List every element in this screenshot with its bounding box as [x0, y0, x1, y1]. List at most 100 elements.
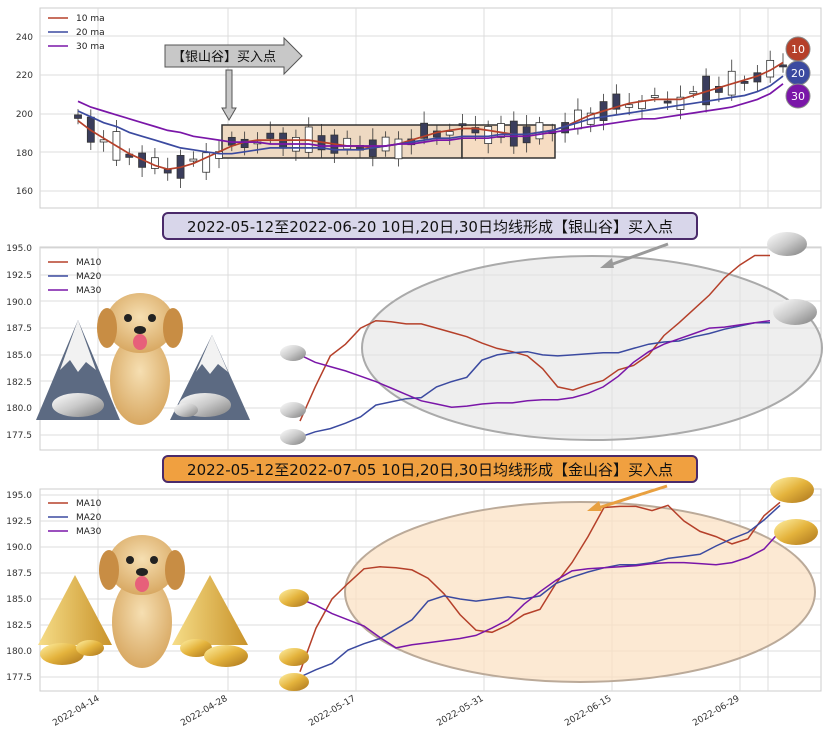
- silver-ingot-small: [174, 403, 198, 417]
- x-tick: 2022-05-31: [435, 694, 485, 729]
- dog-head: [106, 293, 174, 353]
- candle-body: [266, 132, 275, 139]
- candle-body: [535, 122, 544, 140]
- gold-ingot-right-small: [180, 639, 212, 657]
- ma-line-MA20: [299, 322, 770, 438]
- ma-line-MA10: [299, 254, 770, 422]
- panel-gold-valley: 177.5 180.0 182.5 185.0 187.5 190.0 192.…: [6, 477, 822, 692]
- y-tick: 192.5: [6, 271, 32, 281]
- dog-eye-left: [126, 556, 134, 564]
- ma-line-MA30: [299, 530, 781, 649]
- badge-30: [785, 83, 811, 109]
- y-tick: 200: [16, 110, 33, 120]
- dog-eye-right: [148, 314, 156, 322]
- down-arrow: [221, 69, 237, 121]
- legend-label-ma20: MA20: [76, 513, 102, 523]
- y-tick: 180: [16, 149, 33, 159]
- y-tick: 187.5: [6, 324, 32, 334]
- x-tick: 2022-05-17: [307, 694, 357, 729]
- y-tick: 240: [16, 33, 33, 43]
- annotation-label: 【银山谷】买入点: [172, 50, 276, 65]
- panel1-frame: [39, 7, 822, 209]
- gold-ingot-marker: [279, 589, 309, 607]
- panel1-ma-lines: [77, 61, 784, 171]
- y-tick: 187.5: [6, 569, 32, 579]
- gold-ingot-large: [770, 477, 814, 503]
- panel-candlestick: 160 180 200 220 240 10 ma 20 ma 30 ma 【银…: [16, 7, 822, 209]
- x-tick: 2022-06-29: [691, 694, 742, 729]
- gold-ingot-marker: [279, 648, 309, 666]
- mountain-right-snow: [196, 335, 228, 374]
- gold-pointer-arrow-head: [587, 501, 602, 511]
- legend-label-ma30: MA30: [76, 286, 102, 296]
- candle-body: [394, 138, 403, 160]
- dog-nose: [136, 568, 148, 576]
- y-tick: 182.5: [6, 621, 32, 631]
- legend-label-ma20: MA20: [76, 272, 102, 282]
- banner2-text: 2022-05-12至2022-07-05 10日,20日,30日均线形成【金山…: [187, 461, 673, 479]
- legend-label-10: 10 ma: [76, 14, 105, 24]
- candle-body: [612, 93, 621, 110]
- gold-ingot-left: [40, 643, 84, 665]
- silver-ingot-marker: [280, 429, 306, 445]
- y-tick: 185.0: [6, 351, 32, 361]
- silver-ingot-large: [773, 299, 817, 325]
- candle-body: [779, 64, 787, 68]
- candle-body: [471, 127, 480, 134]
- dog-ear-left: [99, 550, 119, 590]
- silver-pointer-arrow: [609, 242, 669, 267]
- ma-line-MA10: [299, 501, 781, 673]
- annotation-arrow-shape: [164, 36, 303, 76]
- panel1-y-ticks: 160 180 200 220 240: [16, 33, 33, 197]
- badge-30-label: 30: [791, 90, 805, 103]
- x-tick: 2022-04-14: [51, 694, 102, 729]
- gold-ingot-large: [774, 519, 818, 545]
- y-tick: 182.5: [6, 378, 32, 388]
- candle-body: [189, 158, 198, 162]
- silver-ingot-marker: [280, 345, 306, 361]
- y-tick: 192.5: [6, 517, 32, 527]
- badge-10-label: 10: [791, 43, 805, 56]
- ma-line-20-ma: [77, 75, 784, 155]
- panel2-legend: MA10 MA20 MA30: [48, 258, 102, 296]
- ma-line-MA30: [299, 319, 771, 408]
- panel2-y-ticks: 177.5 180.0 182.5 185.0 187.5 190.0 192.…: [6, 244, 32, 441]
- y-tick: 160: [16, 187, 33, 197]
- y-tick: 180.0: [6, 647, 32, 657]
- candle-body: [445, 131, 454, 136]
- x-axis-ticks: 2022-04-14 2022-04-28 2022-05-17 2022-05…: [51, 694, 742, 729]
- y-tick: 185.0: [6, 595, 32, 605]
- candle-body: [458, 123, 467, 127]
- silver-ingot-large: [767, 232, 807, 256]
- gold-ingot-marker: [279, 673, 309, 691]
- panel3-y-ticks: 177.5 180.0 182.5 185.0 187.5 190.0 192.…: [6, 491, 32, 683]
- candle-body: [74, 114, 82, 119]
- y-tick: 177.5: [6, 431, 32, 441]
- gold-valley-ellipse: [344, 501, 816, 683]
- dog-ear-left: [97, 308, 117, 348]
- dog-head: [108, 535, 176, 595]
- legend-label-ma10: MA10: [76, 258, 102, 268]
- y-tick: 180.0: [6, 404, 32, 414]
- panel1-legend: 10 ma 20 ma 30 ma: [48, 14, 105, 52]
- dog-silver-mountain-illustration: [36, 293, 250, 425]
- ma-badges: 10 20 30: [785, 36, 811, 109]
- y-tick: 190.0: [6, 543, 32, 553]
- y-tick: 220: [16, 71, 33, 81]
- dog-tongue: [135, 576, 149, 592]
- x-tick: 2022-04-28: [179, 694, 230, 729]
- candle-body: [484, 126, 493, 144]
- legend-label-ma10: MA10: [76, 499, 102, 509]
- dog-eye-right: [150, 556, 158, 564]
- dog-eye-left: [124, 314, 132, 322]
- dog-body: [112, 576, 172, 668]
- y-tick: 177.5: [6, 673, 32, 683]
- candle-body: [343, 137, 352, 150]
- panel3-ma-lines: [299, 501, 781, 678]
- y-tick: 195.0: [6, 244, 32, 254]
- dog-tongue: [133, 334, 147, 350]
- silver-ingot-left: [52, 393, 104, 417]
- dog-body: [110, 335, 170, 425]
- dog-gold-pyramid-illustration: [38, 535, 248, 668]
